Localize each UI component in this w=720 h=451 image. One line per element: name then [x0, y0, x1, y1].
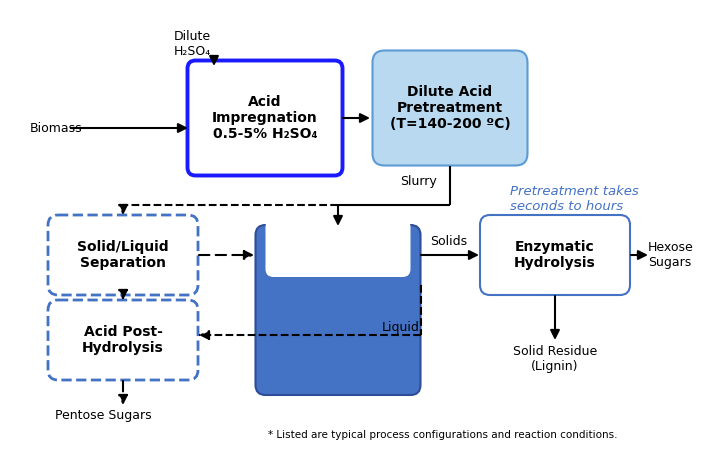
- Text: Dilute Acid
Pretreatment
(T=140-200 ºC): Dilute Acid Pretreatment (T=140-200 ºC): [390, 85, 510, 131]
- Text: Neutralization
Conditioning: Neutralization Conditioning: [282, 233, 394, 263]
- Text: Biomass: Biomass: [30, 121, 83, 134]
- Text: Solid Residue
(Lignin): Solid Residue (Lignin): [513, 345, 597, 373]
- Text: Hexose
Sugars: Hexose Sugars: [648, 241, 694, 269]
- FancyBboxPatch shape: [372, 51, 528, 166]
- Text: Pentose Sugars: Pentose Sugars: [55, 409, 152, 422]
- Text: Dilute
H₂SO₄: Dilute H₂SO₄: [174, 30, 211, 58]
- Text: Solids: Solids: [430, 235, 467, 248]
- FancyBboxPatch shape: [48, 300, 198, 380]
- Text: Liquid: Liquid: [382, 322, 420, 335]
- Text: * Listed are typical process configurations and reaction conditions.: * Listed are typical process configurati…: [268, 430, 618, 440]
- Text: Solid/Liquid
Separation: Solid/Liquid Separation: [77, 240, 168, 270]
- Text: Enzymatic
Hydrolysis: Enzymatic Hydrolysis: [514, 240, 596, 270]
- Text: Slurry: Slurry: [400, 175, 437, 188]
- FancyBboxPatch shape: [187, 60, 343, 175]
- Text: Acid Post-
Hydrolysis: Acid Post- Hydrolysis: [82, 325, 164, 355]
- FancyBboxPatch shape: [266, 219, 410, 277]
- FancyBboxPatch shape: [256, 225, 420, 395]
- FancyBboxPatch shape: [480, 215, 630, 295]
- FancyBboxPatch shape: [48, 215, 198, 295]
- Text: Acid
Impregnation
0.5-5% H₂SO₄: Acid Impregnation 0.5-5% H₂SO₄: [212, 95, 318, 141]
- Text: Pretreatment takes
seconds to hours: Pretreatment takes seconds to hours: [510, 185, 639, 213]
